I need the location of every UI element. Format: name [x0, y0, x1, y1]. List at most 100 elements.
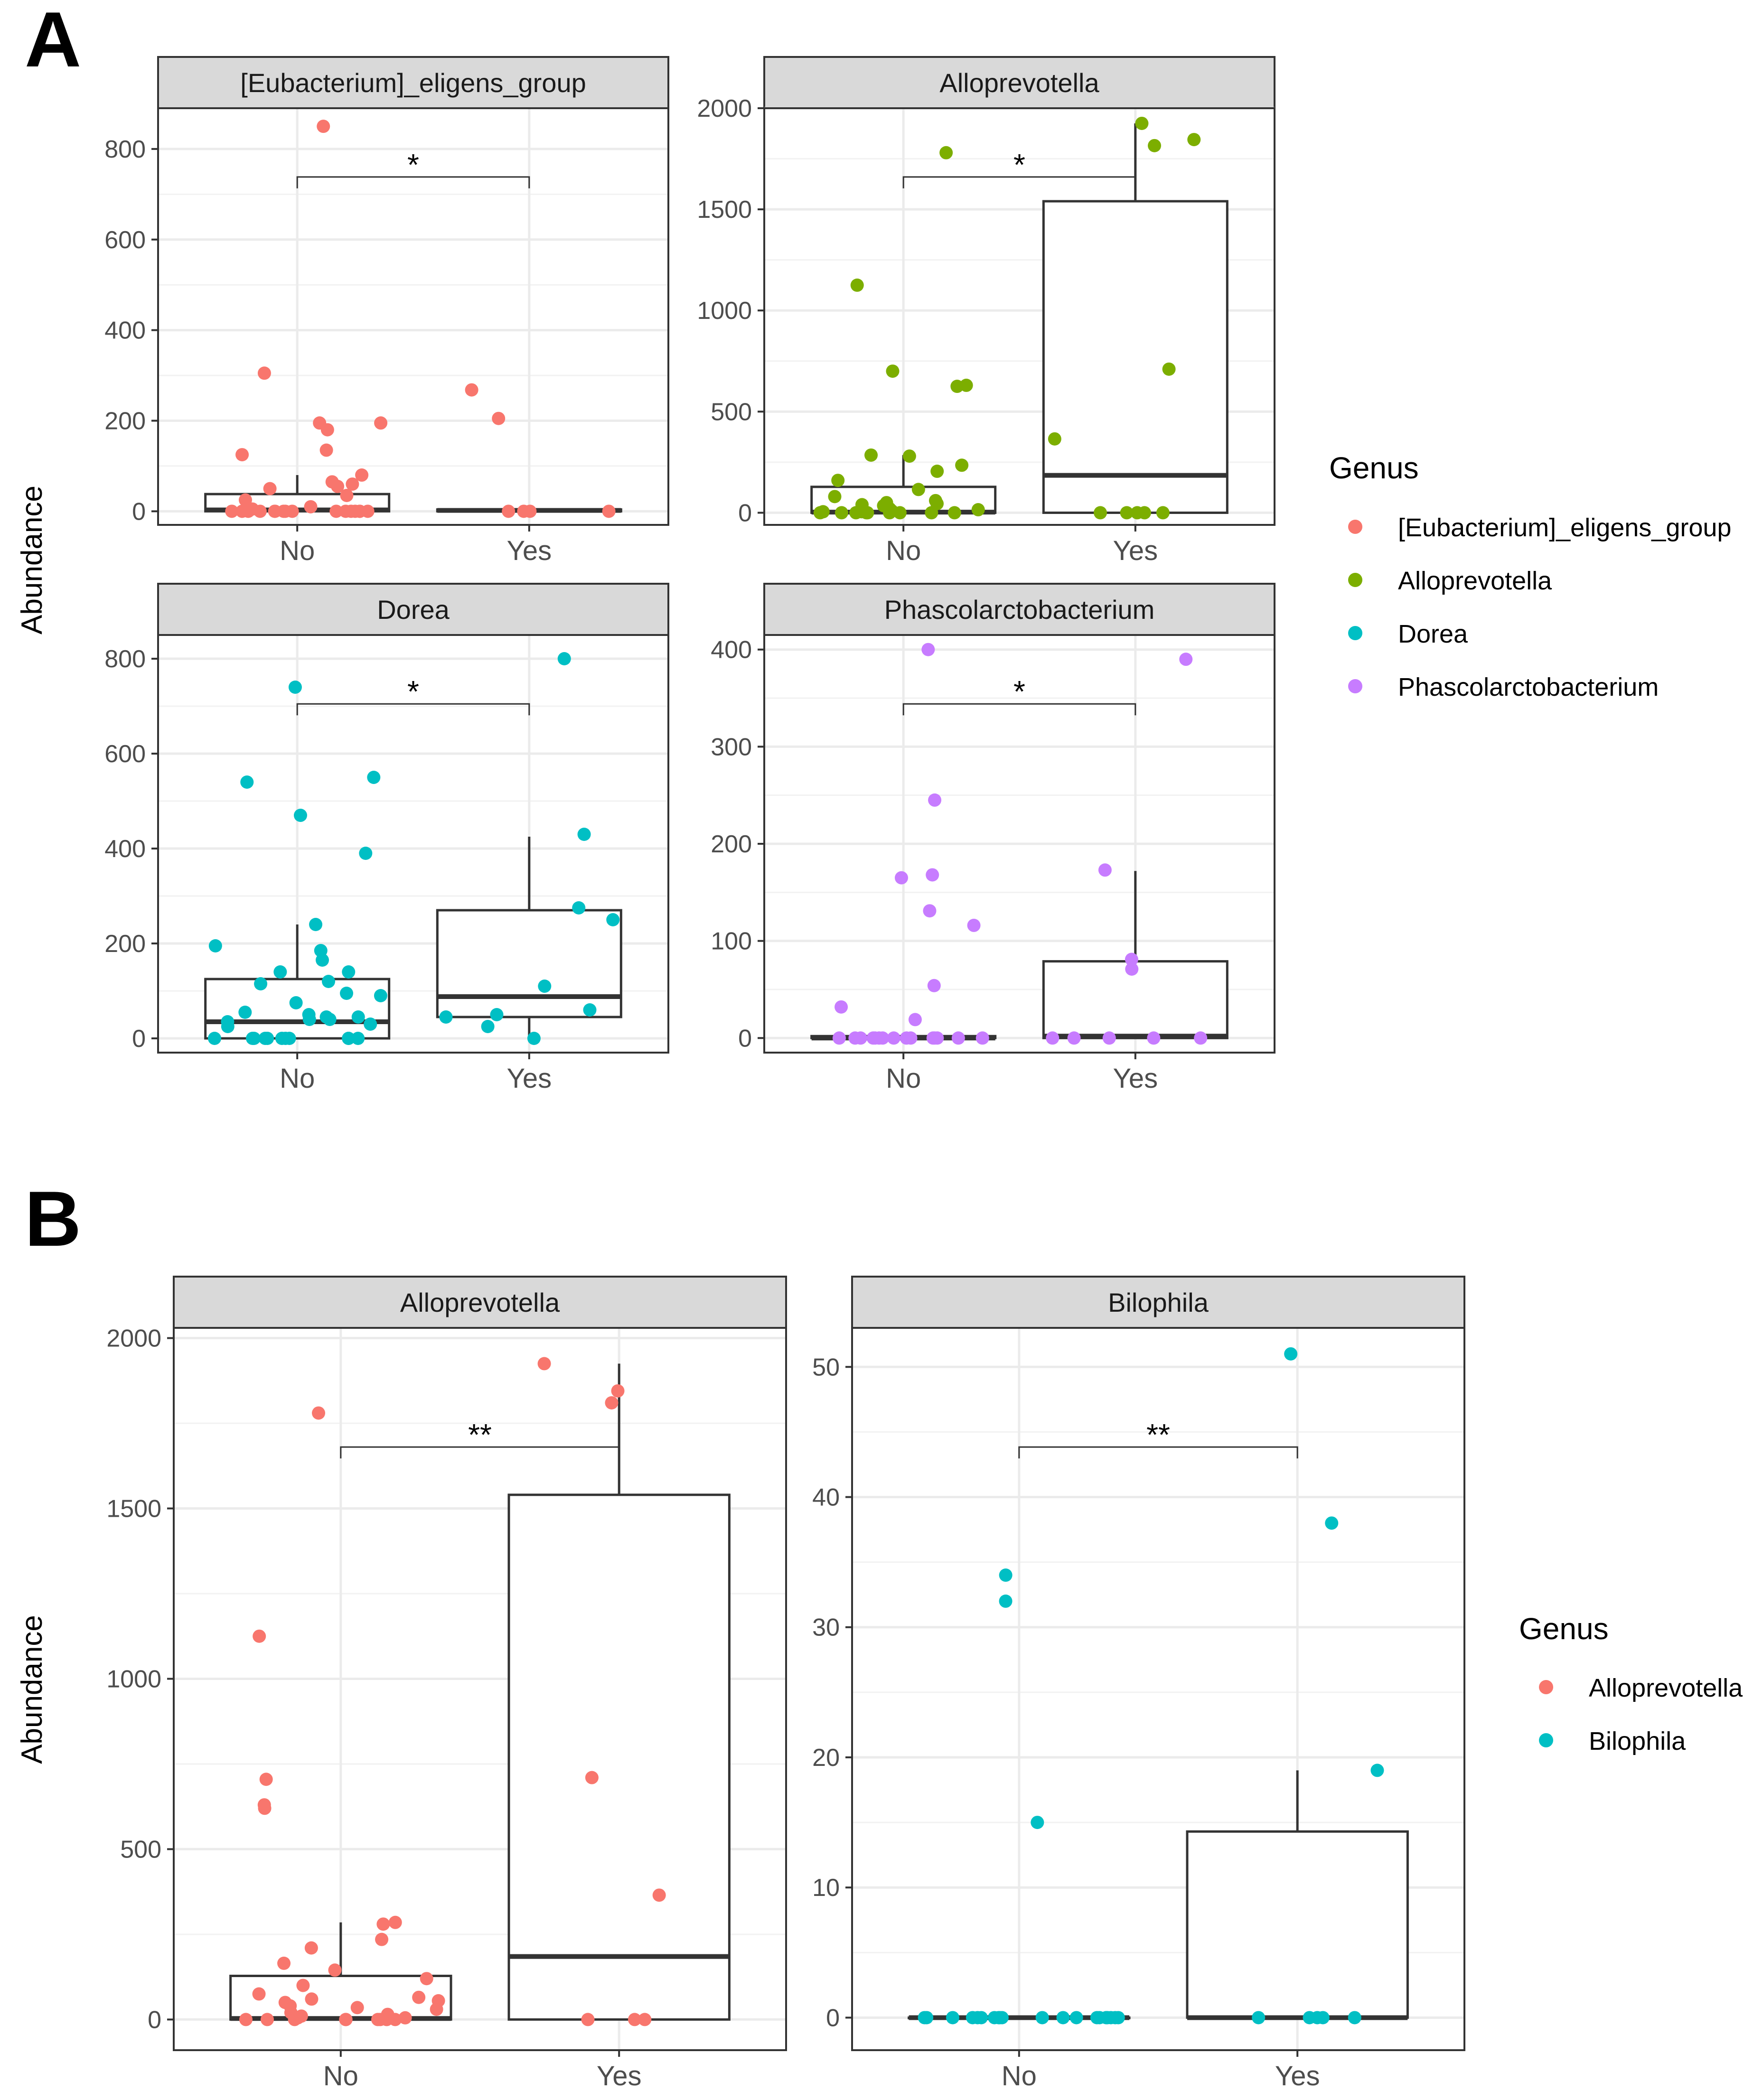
data-point: [238, 493, 252, 507]
y-tick-label: 0: [132, 498, 146, 525]
plot-border: [173, 1327, 787, 2051]
data-point: [1179, 653, 1193, 666]
data-point: [253, 1629, 266, 1643]
panel-label-a: A: [25, 0, 81, 83]
data-point: [342, 965, 356, 979]
data-point: [921, 643, 935, 656]
data-point: [577, 828, 591, 841]
data-point: [376, 1917, 390, 1931]
legend-a-item: Alloprevotella: [1348, 567, 1552, 595]
plot-border: [157, 107, 669, 526]
data-point: [1348, 2011, 1361, 2025]
data-point: [221, 1020, 234, 1033]
data-point: [883, 506, 897, 520]
data-point: [1098, 863, 1112, 877]
significance-label: **: [468, 1418, 492, 1452]
data-point: [375, 1932, 389, 1946]
data-point: [253, 504, 267, 518]
facet-strip: [157, 56, 669, 109]
y-tick-label: 50: [812, 1353, 840, 1381]
x-tick-label: Yes: [1275, 2061, 1320, 2091]
data-point: [296, 1979, 310, 1992]
data-point: [927, 979, 941, 992]
y-tick-label: 10: [812, 1874, 840, 1902]
data-point: [832, 1031, 846, 1045]
data-point: [277, 1956, 291, 1970]
y-tick-label: 400: [711, 636, 752, 664]
y-tick-label: 200: [711, 831, 752, 858]
data-point: [312, 1406, 326, 1420]
data-point: [987, 2011, 1001, 2025]
x-tick-label: No: [280, 535, 315, 566]
data-point: [1135, 116, 1149, 130]
data-point: [930, 1031, 944, 1045]
data-point: [288, 681, 302, 694]
x-tick-label: No: [323, 2061, 358, 2091]
data-point: [340, 987, 354, 1000]
data-point: [1187, 133, 1201, 147]
y-tick-label: 200: [104, 408, 146, 435]
box: [204, 978, 391, 1040]
data-point: [1156, 506, 1170, 520]
data-point: [304, 1941, 318, 1955]
data-point: [1120, 506, 1134, 520]
data-point: [263, 482, 277, 495]
data-point: [951, 1031, 965, 1045]
legend-a: Genus [Eubacterium]_eligens_group Allopr…: [1329, 451, 1731, 701]
data-point: [864, 448, 878, 462]
significance-bracket: [296, 703, 530, 716]
facet-title: Bilophila: [1108, 1288, 1209, 1317]
data-point: [481, 1020, 495, 1033]
data-point: [557, 652, 571, 665]
legend-b-label: Alloprevotella: [1589, 1674, 1743, 1702]
y-tick-label: 0: [738, 499, 752, 527]
data-point: [930, 465, 944, 478]
data-point: [355, 468, 369, 482]
legend-a-title: Genus: [1329, 451, 1419, 485]
data-point: [364, 1017, 377, 1031]
data-point: [465, 383, 478, 397]
data-point: [611, 1384, 625, 1398]
data-point: [320, 423, 334, 437]
y-tick-label: 0: [738, 1025, 752, 1052]
box: [1186, 1830, 1409, 2019]
data-point: [1093, 2011, 1107, 2025]
panel-label-b: B: [25, 1175, 81, 1262]
data-point: [918, 2011, 931, 2025]
legend-a-item: Phascolarctobacterium: [1348, 673, 1659, 701]
data-point: [388, 2013, 402, 2026]
y-tick-label: 2000: [697, 95, 752, 122]
significance-label: *: [407, 674, 419, 709]
data-point: [572, 901, 586, 915]
facet-strip: [851, 1276, 1465, 1329]
data-point: [1056, 2011, 1070, 2025]
legend-a-label: Phascolarctobacterium: [1398, 673, 1659, 701]
data-point: [1046, 1031, 1060, 1045]
y-tick-label: 100: [711, 928, 752, 955]
facet-strip: [173, 1276, 787, 1329]
data-point: [1125, 952, 1138, 966]
box: [507, 1493, 731, 2021]
x-tick-label: Yes: [597, 2061, 642, 2091]
plot-border: [157, 634, 669, 1054]
facet-title: Phascolarctobacterium: [884, 595, 1155, 625]
significance-bracket: [340, 1446, 620, 1459]
data-point: [602, 504, 616, 518]
facet-dorea: Dorea * 0 200 400 600 800 No Yes: [104, 583, 669, 1094]
data-point: [1303, 2011, 1316, 2025]
x-tick-label: No: [1002, 2061, 1037, 2091]
data-point: [926, 868, 939, 882]
y-tick-label: 40: [812, 1484, 840, 1512]
data-point: [1069, 2011, 1083, 2025]
data-point: [342, 1032, 356, 1045]
facet-alloprevotella-b: Alloprevotella ** 0 500 1000 1500 2000 No Yes: [106, 1276, 787, 2091]
data-point: [329, 504, 343, 518]
data-point: [309, 918, 323, 931]
data-point: [367, 771, 381, 784]
y-tick-label: 400: [104, 317, 146, 345]
y-axis-label-b: Abundance: [16, 1615, 48, 1764]
y-tick-label: 0: [132, 1025, 146, 1053]
significance-bracket: [902, 176, 1136, 188]
data-point: [240, 775, 254, 789]
data-point: [527, 1032, 541, 1045]
